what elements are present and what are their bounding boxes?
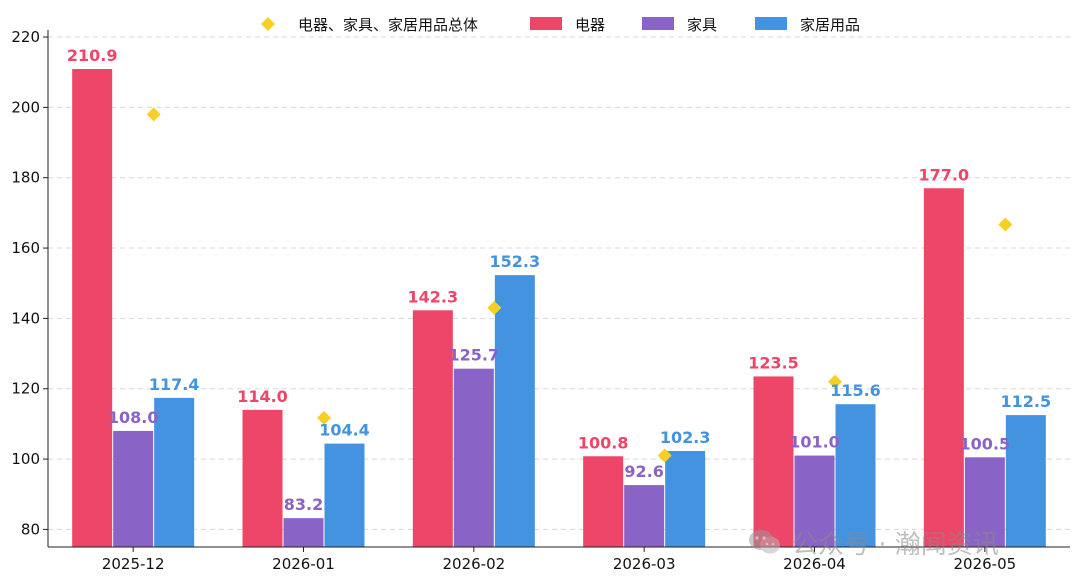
overall-marker: [998, 217, 1013, 232]
data-label: 117.4: [149, 375, 200, 394]
data-label: 104.4: [319, 421, 370, 440]
data-label: 83.2: [284, 495, 323, 514]
data-label: 102.3: [660, 428, 711, 447]
x-tick-label: 2026-02: [442, 555, 505, 573]
bar: [324, 443, 365, 547]
overall-marker: [657, 448, 672, 463]
y-tick-label: 120: [11, 380, 40, 398]
data-label: 210.9: [67, 46, 118, 65]
legend-label: 电器: [575, 16, 605, 34]
x-axis: 2025-12 2026-01 2026-02 2026-03 2026-04 2026-…: [48, 546, 1070, 573]
data-label: 101.0: [789, 433, 840, 452]
legend-label: 电器、家具、家居用品总体: [298, 16, 478, 34]
bar: [154, 397, 195, 547]
y-axis: 80 100 120 140 160 180 200 220: [11, 28, 49, 547]
bar: [453, 368, 494, 547]
legend-label: 家具: [687, 16, 717, 34]
bar: [624, 485, 665, 547]
bar: [964, 457, 1005, 547]
bar: [835, 404, 876, 547]
y-tick-label: 200: [11, 98, 40, 116]
data-label: 114.0: [237, 387, 288, 406]
legend-label: 家居用品: [800, 16, 860, 34]
data-label: 115.6: [830, 381, 881, 400]
bar: [1005, 415, 1046, 547]
legend-swatch: [755, 17, 787, 30]
data-label: 142.3: [408, 287, 459, 306]
data-label: 112.5: [1001, 392, 1052, 411]
bar: [242, 409, 283, 547]
data-label: 92.6: [624, 462, 663, 481]
overall-marker: [828, 374, 842, 389]
y-tick-label: 180: [11, 169, 40, 187]
bar: [794, 455, 835, 547]
overall-marker: [146, 107, 161, 122]
y-tick-label: 140: [11, 309, 40, 327]
legend-swatch: [530, 17, 562, 30]
bar: [583, 456, 624, 547]
x-tick-label: 2025-12: [102, 555, 165, 573]
x-tick-label: 2026-04: [783, 555, 846, 573]
y-tick-label: 100: [11, 450, 40, 468]
legend-marker-overall: [261, 17, 275, 31]
data-labels: 210.9 108.0 117.4 114.0 83.2 104.4 142.3 125.7 1…: [67, 46, 1051, 514]
bar: [283, 518, 324, 547]
bar: [923, 188, 964, 547]
bar: [665, 450, 706, 547]
bar: [494, 275, 535, 547]
y-tick-label: 80: [21, 520, 40, 538]
data-label: 152.3: [490, 252, 541, 271]
y-tick-label: 220: [11, 28, 40, 46]
grid-lines: [48, 36, 1070, 530]
overall-marker: [487, 300, 502, 315]
y-tick-label: 160: [11, 239, 40, 257]
data-label: 100.5: [960, 434, 1011, 453]
x-tick-label: 2026-01: [272, 555, 335, 573]
x-tick-label: 2026-05: [953, 555, 1016, 573]
legend-swatch: [642, 17, 674, 30]
legend: 电器、家具、家居用品总体 电器 家具 家居用品: [261, 16, 860, 34]
bar: [412, 310, 453, 547]
bars: [72, 69, 1046, 548]
data-label: 177.0: [919, 165, 970, 184]
overall-marker: [317, 410, 331, 425]
x-tick-label: 2026-03: [613, 555, 676, 573]
bar: [753, 376, 794, 547]
bar: [113, 430, 154, 547]
data-label: 108.0: [108, 408, 159, 427]
data-label: 125.7: [449, 346, 500, 365]
overall-markers: [146, 107, 1013, 463]
data-label: 123.5: [748, 353, 799, 372]
data-label: 100.8: [578, 433, 629, 452]
bar: [72, 69, 113, 548]
